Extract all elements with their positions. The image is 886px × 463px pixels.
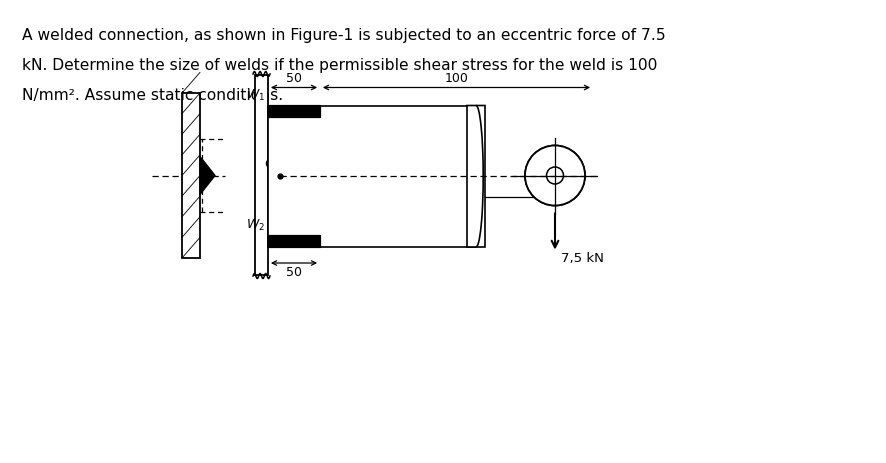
Circle shape <box>525 145 585 206</box>
Bar <box>268 106 320 117</box>
Bar <box>182 93 199 258</box>
Text: A welded connection, as shown in Figure-1 is subjected to an eccentric force of : A welded connection, as shown in Figure-… <box>22 28 665 43</box>
Text: 50: 50 <box>285 266 301 279</box>
Circle shape <box>546 167 563 184</box>
Bar <box>268 236 320 247</box>
Text: N/mm². Assume static conditions.: N/mm². Assume static conditions. <box>22 88 283 103</box>
Text: 100: 100 <box>444 71 468 85</box>
Text: $W_2$: $W_2$ <box>245 219 265 233</box>
Text: e: e <box>443 200 451 213</box>
Text: 50: 50 <box>277 170 293 183</box>
Text: 7,5 kN: 7,5 kN <box>560 252 603 265</box>
Text: G: G <box>264 158 274 171</box>
Circle shape <box>525 145 585 206</box>
Bar <box>268 236 320 247</box>
Circle shape <box>546 167 563 184</box>
Bar <box>268 106 320 117</box>
Bar <box>254 75 268 275</box>
Text: $W_1$: $W_1$ <box>245 88 265 104</box>
Polygon shape <box>199 156 214 194</box>
Bar <box>268 106 475 247</box>
FancyBboxPatch shape <box>466 106 485 247</box>
Text: 50: 50 <box>285 71 301 85</box>
Text: kN. Determine the size of welds if the permissible shear stress for the weld is : kN. Determine the size of welds if the p… <box>22 58 657 73</box>
